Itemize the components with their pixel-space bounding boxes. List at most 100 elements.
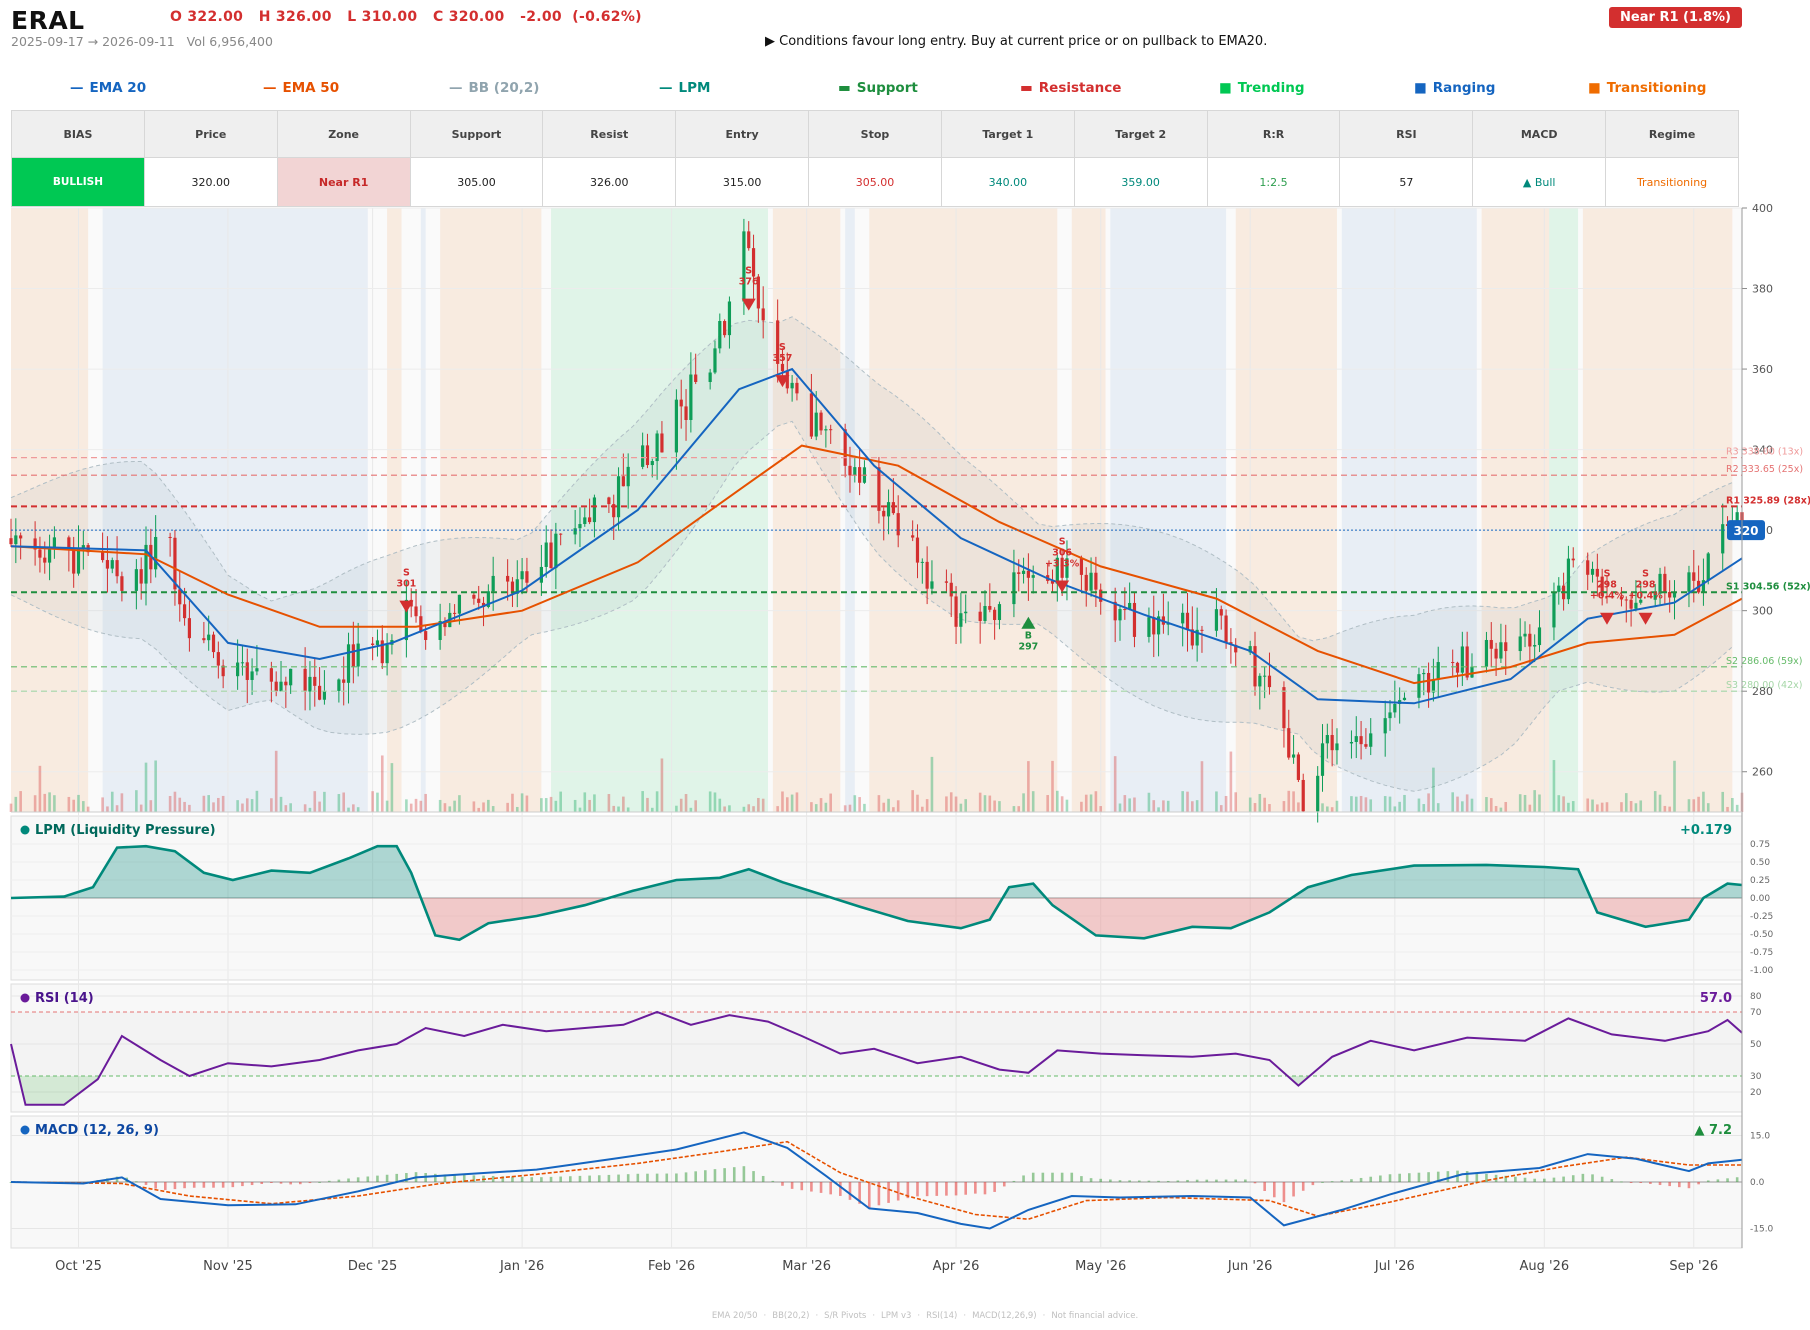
candle-body	[515, 579, 519, 594]
volume-bar	[1591, 799, 1594, 812]
macd-histogram-bar	[1166, 1180, 1170, 1182]
candle-body	[1484, 639, 1489, 667]
volume-bar	[911, 790, 914, 812]
legend-item-trending[interactable]: ■ Trending	[1219, 80, 1304, 96]
ticker-symbol: ERAL	[11, 6, 85, 35]
macd-histogram-bar	[347, 1178, 350, 1182]
candle-body	[510, 581, 515, 594]
volume-bar	[217, 797, 220, 812]
lpm-y-tick-label: 0.25	[1750, 876, 1770, 886]
macd-histogram-bar	[337, 1179, 341, 1182]
volume-bar	[964, 799, 968, 812]
macd-last-value: ▲ 7.2	[1694, 1123, 1732, 1138]
candle-body	[959, 613, 963, 627]
candle-body	[1118, 609, 1122, 621]
volume-bar	[274, 750, 278, 812]
volume-bar	[77, 794, 80, 812]
stop-cell: 305.00	[808, 157, 942, 207]
volume-bar	[1369, 799, 1373, 812]
macd-histogram-bar	[732, 1167, 736, 1182]
volume-bar	[819, 798, 823, 812]
candle-body	[747, 231, 751, 249]
macd-histogram-bar	[1379, 1175, 1382, 1182]
legend-item-resistance[interactable]: ▬ Resistance	[1020, 80, 1121, 96]
legend-item-lpm[interactable]: — LPM	[659, 80, 710, 96]
candle-body	[549, 542, 553, 569]
macd-histogram-bar	[530, 1177, 534, 1182]
legend-item-ranging[interactable]: ■ Ranging	[1414, 80, 1495, 96]
volume-bar	[1065, 799, 1069, 812]
sell-signal-marker	[399, 600, 414, 613]
candle-body	[544, 542, 548, 567]
legend-item-transitioning[interactable]: ■ Transitioning	[1588, 80, 1706, 96]
volume-bar	[1191, 801, 1194, 812]
volume-bar	[675, 805, 678, 812]
macd-histogram-bar	[1514, 1176, 1517, 1182]
macd-dot-icon	[20, 1125, 30, 1135]
volume-bar	[1624, 793, 1628, 812]
legend-item-ema20[interactable]: — EMA 20	[70, 80, 146, 96]
macd-histogram-bar	[1639, 1182, 1643, 1183]
volume-bar	[1263, 797, 1266, 812]
macd-histogram-bar	[559, 1176, 562, 1182]
candle-body	[1185, 612, 1190, 630]
volume-bar	[1586, 798, 1590, 812]
macd-histogram-bar	[1716, 1179, 1720, 1182]
lpm-line	[10, 844, 1743, 942]
legend-item-support[interactable]: ▬ Support	[838, 80, 918, 96]
macd-histogram-bar	[241, 1182, 244, 1187]
candle-body	[1706, 553, 1710, 581]
candle-body	[14, 535, 18, 545]
signal-label: B	[1025, 631, 1032, 642]
candle-body	[1224, 615, 1228, 643]
regime-band-trending	[1549, 208, 1579, 812]
macd-histogram-bar	[1031, 1172, 1035, 1182]
volume-bar	[270, 798, 273, 812]
legend-item-bb[interactable]: — BB (20,2)	[449, 80, 539, 96]
macd-histogram-bar	[597, 1175, 601, 1182]
macd-histogram-bar	[356, 1177, 360, 1182]
legend-item-ema50[interactable]: — EMA 50	[263, 80, 339, 96]
rsi-y-tick-label: 30	[1750, 1072, 1762, 1082]
lpm-y-tick-label: -1.00	[1750, 966, 1774, 976]
regime-band-transitioning	[869, 208, 1058, 812]
volume-bar	[655, 791, 659, 812]
candle-body	[1166, 623, 1170, 625]
volume-bar	[945, 796, 948, 812]
volume-bar	[583, 792, 587, 812]
volume-bar	[424, 793, 427, 812]
volume-bar	[506, 802, 509, 812]
candle-body	[1050, 580, 1055, 584]
macd-histogram-bar	[723, 1168, 726, 1182]
candle-body	[1200, 629, 1204, 631]
candle-body	[1634, 602, 1638, 609]
sr-level-label: R2 333.65 (25x)	[1726, 464, 1803, 475]
volume-bar	[1046, 795, 1049, 812]
transitioning-square-icon: ■	[1588, 80, 1601, 96]
candle-body	[1065, 558, 1069, 578]
volume-bar	[930, 756, 934, 812]
last-price-tag-label: 320	[1733, 524, 1758, 538]
macd-histogram-bar	[916, 1182, 919, 1197]
rsi-title: RSI (14)	[35, 991, 94, 1006]
macd-histogram-bar	[443, 1174, 447, 1182]
candle-body	[655, 433, 659, 462]
legend-label: Trending	[1237, 80, 1305, 96]
macd-cell: ▲ Bull	[1472, 157, 1607, 207]
signal-label: S	[403, 568, 410, 579]
candle-body	[211, 634, 216, 653]
candle-body	[708, 372, 712, 382]
macd-histogram-bar	[839, 1182, 842, 1196]
volume-bar	[814, 804, 818, 812]
x-tick-label: Jun '26	[1227, 1259, 1273, 1274]
volume-bar	[1022, 793, 1025, 812]
volume-bar	[544, 798, 548, 812]
volume-bar	[824, 802, 828, 812]
candle-body	[964, 611, 968, 614]
volume-bar	[53, 795, 56, 812]
macd-histogram-bar	[655, 1173, 659, 1182]
volume-bar	[515, 806, 519, 812]
volume-bar	[487, 799, 490, 812]
signal-label: 357	[773, 353, 793, 364]
volume-bar	[949, 792, 953, 812]
